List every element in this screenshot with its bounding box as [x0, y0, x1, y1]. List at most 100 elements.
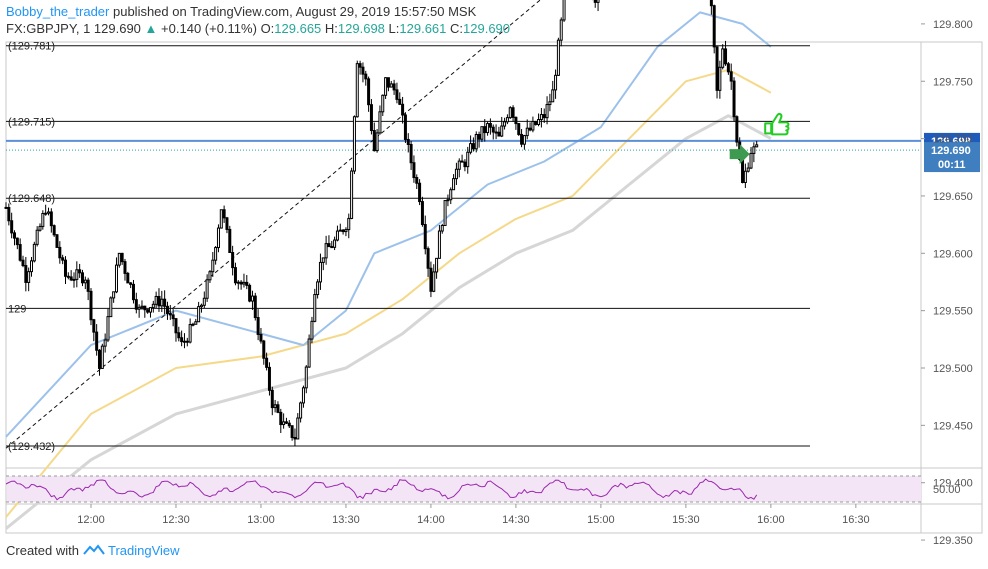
candle-down: [477, 134, 481, 140]
candle-down: [131, 283, 135, 301]
candle-down: [392, 83, 396, 91]
candle-down: [369, 104, 373, 131]
candle-up: [194, 321, 198, 325]
tradingview-logo-icon: [82, 543, 108, 558]
candle-up: [718, 66, 722, 91]
symbol-label[interactable]: FX:GBPJPY, 1: [6, 21, 91, 36]
candle-up: [106, 316, 110, 341]
candle-up: [480, 126, 484, 140]
rsi-pane: 50.00: [5, 475, 961, 503]
candle-up: [474, 134, 478, 150]
open-value: 129.665: [274, 21, 322, 36]
candle-down: [21, 259, 25, 267]
candle-up: [384, 77, 388, 96]
candle-down: [262, 340, 266, 359]
candle-down: [429, 267, 433, 292]
candle-up: [389, 83, 393, 88]
candle-down: [18, 244, 22, 261]
candle-down: [10, 220, 14, 234]
ema-gray-line: [5, 114, 772, 530]
candle-down: [488, 123, 492, 128]
candle-down: [157, 295, 161, 307]
candle-down: [86, 279, 90, 292]
candle-down: [253, 295, 257, 319]
candle-down: [233, 267, 237, 284]
candle-down: [55, 234, 59, 248]
y-tick-label: 129.350: [933, 535, 973, 547]
candle-up: [545, 104, 549, 119]
candle-down: [49, 211, 53, 227]
candle-up: [214, 247, 218, 261]
candle-up: [100, 345, 104, 369]
candle-down: [163, 298, 167, 307]
candle-down: [420, 201, 424, 226]
price-axis: 130.000129.950129.900129.850129.800129.7…: [921, 19, 973, 547]
tradingview-brand[interactable]: TradingView: [108, 543, 180, 558]
chart-header-line1: Bobby_the_trader published on TradingVie…: [6, 4, 476, 19]
candle-down: [4, 206, 8, 209]
candle-down: [514, 116, 518, 125]
ema-blue-line: [5, 11, 772, 438]
candle-up: [273, 404, 277, 409]
candle-down: [395, 89, 399, 100]
level-lines: (129.997)(129.781)(129.715)(129.648)129(…: [5, 0, 980, 453]
y-tick-label: 129.750: [933, 76, 973, 88]
candle-up: [381, 94, 385, 113]
candle-down: [171, 314, 175, 320]
candle-down: [95, 331, 99, 351]
candle-down: [401, 103, 405, 116]
candle-down: [61, 257, 65, 261]
candle-up: [537, 119, 541, 125]
candle-down: [497, 131, 501, 137]
x-tick-label: 15:30: [672, 514, 700, 526]
author-name[interactable]: Bobby_the_trader: [6, 4, 110, 19]
candle-up: [307, 338, 311, 368]
change-up-arrow-icon: ▲: [144, 21, 158, 36]
candle-down: [463, 161, 467, 168]
candle-up: [440, 225, 444, 232]
candle-down: [418, 182, 422, 203]
candle-up: [191, 323, 195, 326]
candle-down: [231, 252, 235, 269]
candle-up: [457, 160, 461, 170]
candle-down: [732, 80, 736, 118]
footer: Created with TradingView: [6, 543, 180, 558]
y-tick-label: 129.450: [933, 420, 973, 432]
annotations: [729, 112, 790, 165]
candle-up: [242, 281, 246, 285]
candle-down: [364, 73, 368, 80]
y-tick-label: 129.550: [933, 306, 973, 318]
candle-down: [58, 246, 62, 259]
rsi-level-label: 50.00: [933, 484, 961, 496]
candle-up: [304, 366, 308, 389]
candle-down: [120, 252, 124, 263]
candle-up: [299, 402, 303, 419]
candle-up: [505, 117, 509, 123]
candle-up: [44, 212, 48, 215]
candle-down: [330, 246, 334, 249]
candle-down: [423, 224, 427, 250]
trend-line: [5, 0, 541, 449]
time-axis: 12:00 12:30 13:00 13:30 14:00 14:30 15:00 15:30…: [77, 504, 870, 526]
candle-down: [66, 275, 70, 278]
candle-down: [287, 422, 291, 427]
candle-up: [35, 229, 39, 245]
candle-up: [503, 121, 507, 127]
close-label: C:: [450, 21, 464, 36]
fib-level-label: 129: [8, 303, 26, 315]
candle-up: [333, 239, 337, 248]
x-tick-label: 14:30: [502, 514, 530, 526]
candle-down: [276, 404, 280, 413]
candle-down: [517, 123, 521, 135]
candle-up: [743, 170, 747, 184]
candle-up: [296, 417, 300, 440]
candle-up: [432, 271, 436, 292]
candle-up: [75, 269, 79, 280]
candle-down: [409, 143, 413, 164]
low-label: L:: [388, 21, 400, 36]
candle-up: [449, 189, 453, 201]
candle-down: [78, 269, 82, 274]
x-tick-label: 16:30: [842, 514, 870, 526]
candle-down: [174, 318, 178, 334]
